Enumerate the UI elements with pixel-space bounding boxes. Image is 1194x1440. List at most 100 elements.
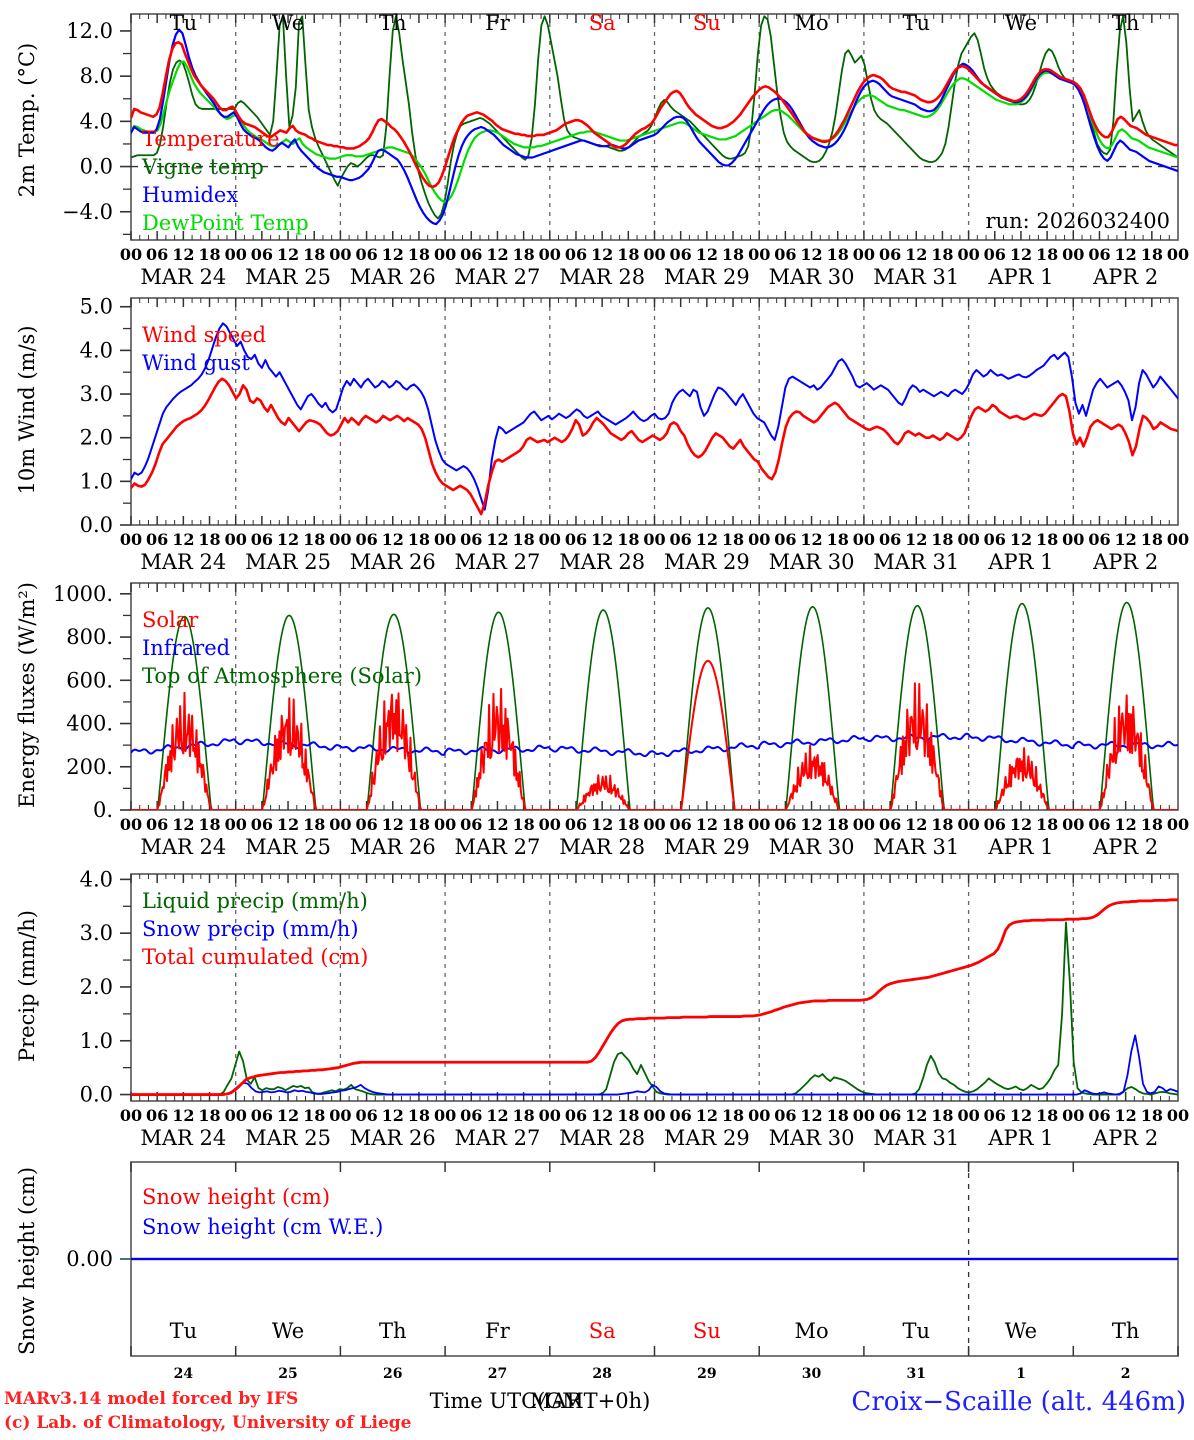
day-name-we: We bbox=[272, 11, 304, 35]
x-date-label: APR 2 bbox=[1092, 550, 1158, 574]
x-date-label: MAR 26 bbox=[350, 1126, 436, 1150]
x-hour-tick-label: 18 bbox=[722, 530, 744, 549]
x-date-label: MAR 31 bbox=[873, 835, 959, 859]
x-hour-tick-label: 12 bbox=[1115, 815, 1137, 834]
x-date-label: MAR 30 bbox=[769, 835, 855, 859]
energy-chart: 0. 200. 400. 600. 800. 1000. Solar Infrared Top … bbox=[0, 575, 1194, 865]
x-date-label: MAR 29 bbox=[664, 550, 750, 574]
x-date-label: MAR 26 bbox=[350, 835, 436, 859]
x-hour-tick-label: 12 bbox=[1115, 1106, 1137, 1125]
x-hour-tick-label: 00 bbox=[748, 1106, 770, 1125]
x-hour-tick-label: 18 bbox=[1141, 530, 1163, 549]
y-axis-title: Snow height (cm) bbox=[15, 1167, 39, 1355]
x-hour-tick-label: 00 bbox=[329, 815, 351, 834]
series-top-of-atmosphere-solar bbox=[131, 601, 1178, 810]
x-date-label: MAR 27 bbox=[455, 265, 541, 289]
x-hour-tick-label: 18 bbox=[303, 1106, 325, 1125]
x-hour-tick-label: 18 bbox=[303, 245, 325, 264]
x-date-label: MAR 26 bbox=[350, 265, 436, 289]
station-label: Croix−Scaille (alt. 446m) bbox=[851, 1387, 1186, 1417]
x-hour-tick-label: 00 bbox=[748, 245, 770, 264]
x-hour-tick-label: 06 bbox=[774, 530, 796, 549]
legend-solar: Solar bbox=[142, 608, 199, 632]
x-hour-tick-label: 18 bbox=[408, 245, 430, 264]
x-hour-tick-label: 06 bbox=[355, 530, 377, 549]
y-tick-label: 200. bbox=[66, 755, 113, 779]
x-hour-tick-label: 00 bbox=[957, 1106, 979, 1125]
x-hour-tick-label: 12 bbox=[800, 245, 822, 264]
day-name-bottom-th: Th bbox=[379, 1319, 407, 1343]
x-date-label: APR 1 bbox=[987, 1126, 1053, 1150]
x-hour-tick-label: 00 bbox=[643, 530, 665, 549]
x-hour-tick-label: 06 bbox=[774, 1106, 796, 1125]
x-date-label: MAR 30 bbox=[769, 1126, 855, 1150]
x-hour-tick-label: 12 bbox=[382, 245, 404, 264]
x-hour-tick-label: 12 bbox=[696, 1106, 718, 1125]
day-number-label: 2 bbox=[1121, 1366, 1131, 1382]
day-name-tu: Tu bbox=[170, 11, 198, 35]
x-date-label: MAR 31 bbox=[873, 550, 959, 574]
y-tick-label: 0. bbox=[93, 798, 113, 822]
x-hour-tick-label: 06 bbox=[251, 245, 273, 264]
x-hour-tick-label: 18 bbox=[827, 815, 849, 834]
legend-snow-height-cm-: Snow height (cm) bbox=[142, 1185, 330, 1209]
x-hour-tick-label: 06 bbox=[355, 1106, 377, 1125]
x-date-label: MAR 26 bbox=[350, 550, 436, 574]
series-snow-precip-mm-h- bbox=[131, 1034, 1178, 1096]
x-hour-tick-label: 06 bbox=[460, 530, 482, 549]
x-hour-tick-label: 18 bbox=[827, 245, 849, 264]
x-hour-tick-label: 00 bbox=[643, 245, 665, 264]
x-date-label: APR 2 bbox=[1092, 1126, 1158, 1150]
x-hour-tick-label: 12 bbox=[172, 530, 194, 549]
x-date-label: MAR 24 bbox=[140, 265, 226, 289]
precip-chart: 0.0 1.0 2.0 3.0 4.0 Liquid precip (mm/h) Snow … bbox=[0, 866, 1194, 1156]
legend-dewpoint-temp: DewPoint Temp bbox=[142, 211, 309, 235]
y-axis-title: 2m Temp. (°C) bbox=[15, 43, 39, 197]
x-hour-tick-label: 18 bbox=[198, 1106, 220, 1125]
x-hour-tick-label: 06 bbox=[565, 815, 587, 834]
x-hour-tick-label: 12 bbox=[382, 530, 404, 549]
x-hour-tick-label: 12 bbox=[277, 1106, 299, 1125]
x-hour-tick-label: 00 bbox=[225, 1106, 247, 1125]
model-credit-line-2: (c) Lab. of Climatology, University of L… bbox=[4, 1413, 412, 1433]
x-hour-tick-label: 18 bbox=[931, 245, 953, 264]
y-tick-label: 2.0 bbox=[80, 426, 113, 450]
x-hour-tick-label: 00 bbox=[539, 1106, 561, 1125]
x-hour-tick-label: 06 bbox=[355, 815, 377, 834]
x-hour-tick-label: 06 bbox=[984, 245, 1006, 264]
x-hour-tick-label: 00 bbox=[1062, 1106, 1084, 1125]
x-date-label: MAR 24 bbox=[140, 550, 226, 574]
x-hour-tick-label: 12 bbox=[1115, 245, 1137, 264]
x-hour-tick-label: 18 bbox=[617, 530, 639, 549]
x-date-label: APR 1 bbox=[987, 265, 1053, 289]
x-hour-tick-label: 18 bbox=[1036, 1106, 1058, 1125]
x-hour-tick-label: 06 bbox=[670, 815, 692, 834]
x-hour-tick-label: 00 bbox=[434, 530, 456, 549]
legend-infrared: Infrared bbox=[142, 636, 230, 660]
x-hour-tick-label: 12 bbox=[1010, 245, 1032, 264]
day-name-bottom-fr: Fr bbox=[485, 1319, 511, 1343]
x-hour-tick-label: 12 bbox=[486, 245, 508, 264]
x-date-label: MAR 27 bbox=[455, 835, 541, 859]
x-date-label: APR 2 bbox=[1092, 835, 1158, 859]
x-hour-tick-label: 00 bbox=[225, 815, 247, 834]
day-number-label: 30 bbox=[802, 1366, 822, 1382]
x-hour-tick-label: 18 bbox=[303, 815, 325, 834]
y-tick-label: 600. bbox=[66, 668, 113, 692]
y-axis-title: Energy fluxes (W/m²) bbox=[15, 582, 39, 808]
x-hour-tick-label: 00 bbox=[120, 1106, 142, 1125]
x-date-label: MAR 29 bbox=[664, 835, 750, 859]
x-hour-tick-label: 18 bbox=[198, 530, 220, 549]
x-date-label: MAR 27 bbox=[455, 550, 541, 574]
x-hour-tick-label: 00 bbox=[853, 245, 875, 264]
x-hour-tick-label: 18 bbox=[617, 245, 639, 264]
x-hour-tick-label: 00 bbox=[643, 815, 665, 834]
x-date-label: MAR 25 bbox=[245, 550, 331, 574]
x-hour-tick-label: 06 bbox=[355, 245, 377, 264]
x-hour-tick-label: 18 bbox=[722, 245, 744, 264]
x-hour-tick-label: 18 bbox=[198, 245, 220, 264]
x-hour-tick-label: 00 bbox=[539, 815, 561, 834]
legend-liquid-precip-mm-h-: Liquid precip (mm/h) bbox=[142, 889, 368, 913]
x-date-label: MAR 31 bbox=[873, 1126, 959, 1150]
x-hour-tick-label: 12 bbox=[591, 530, 613, 549]
